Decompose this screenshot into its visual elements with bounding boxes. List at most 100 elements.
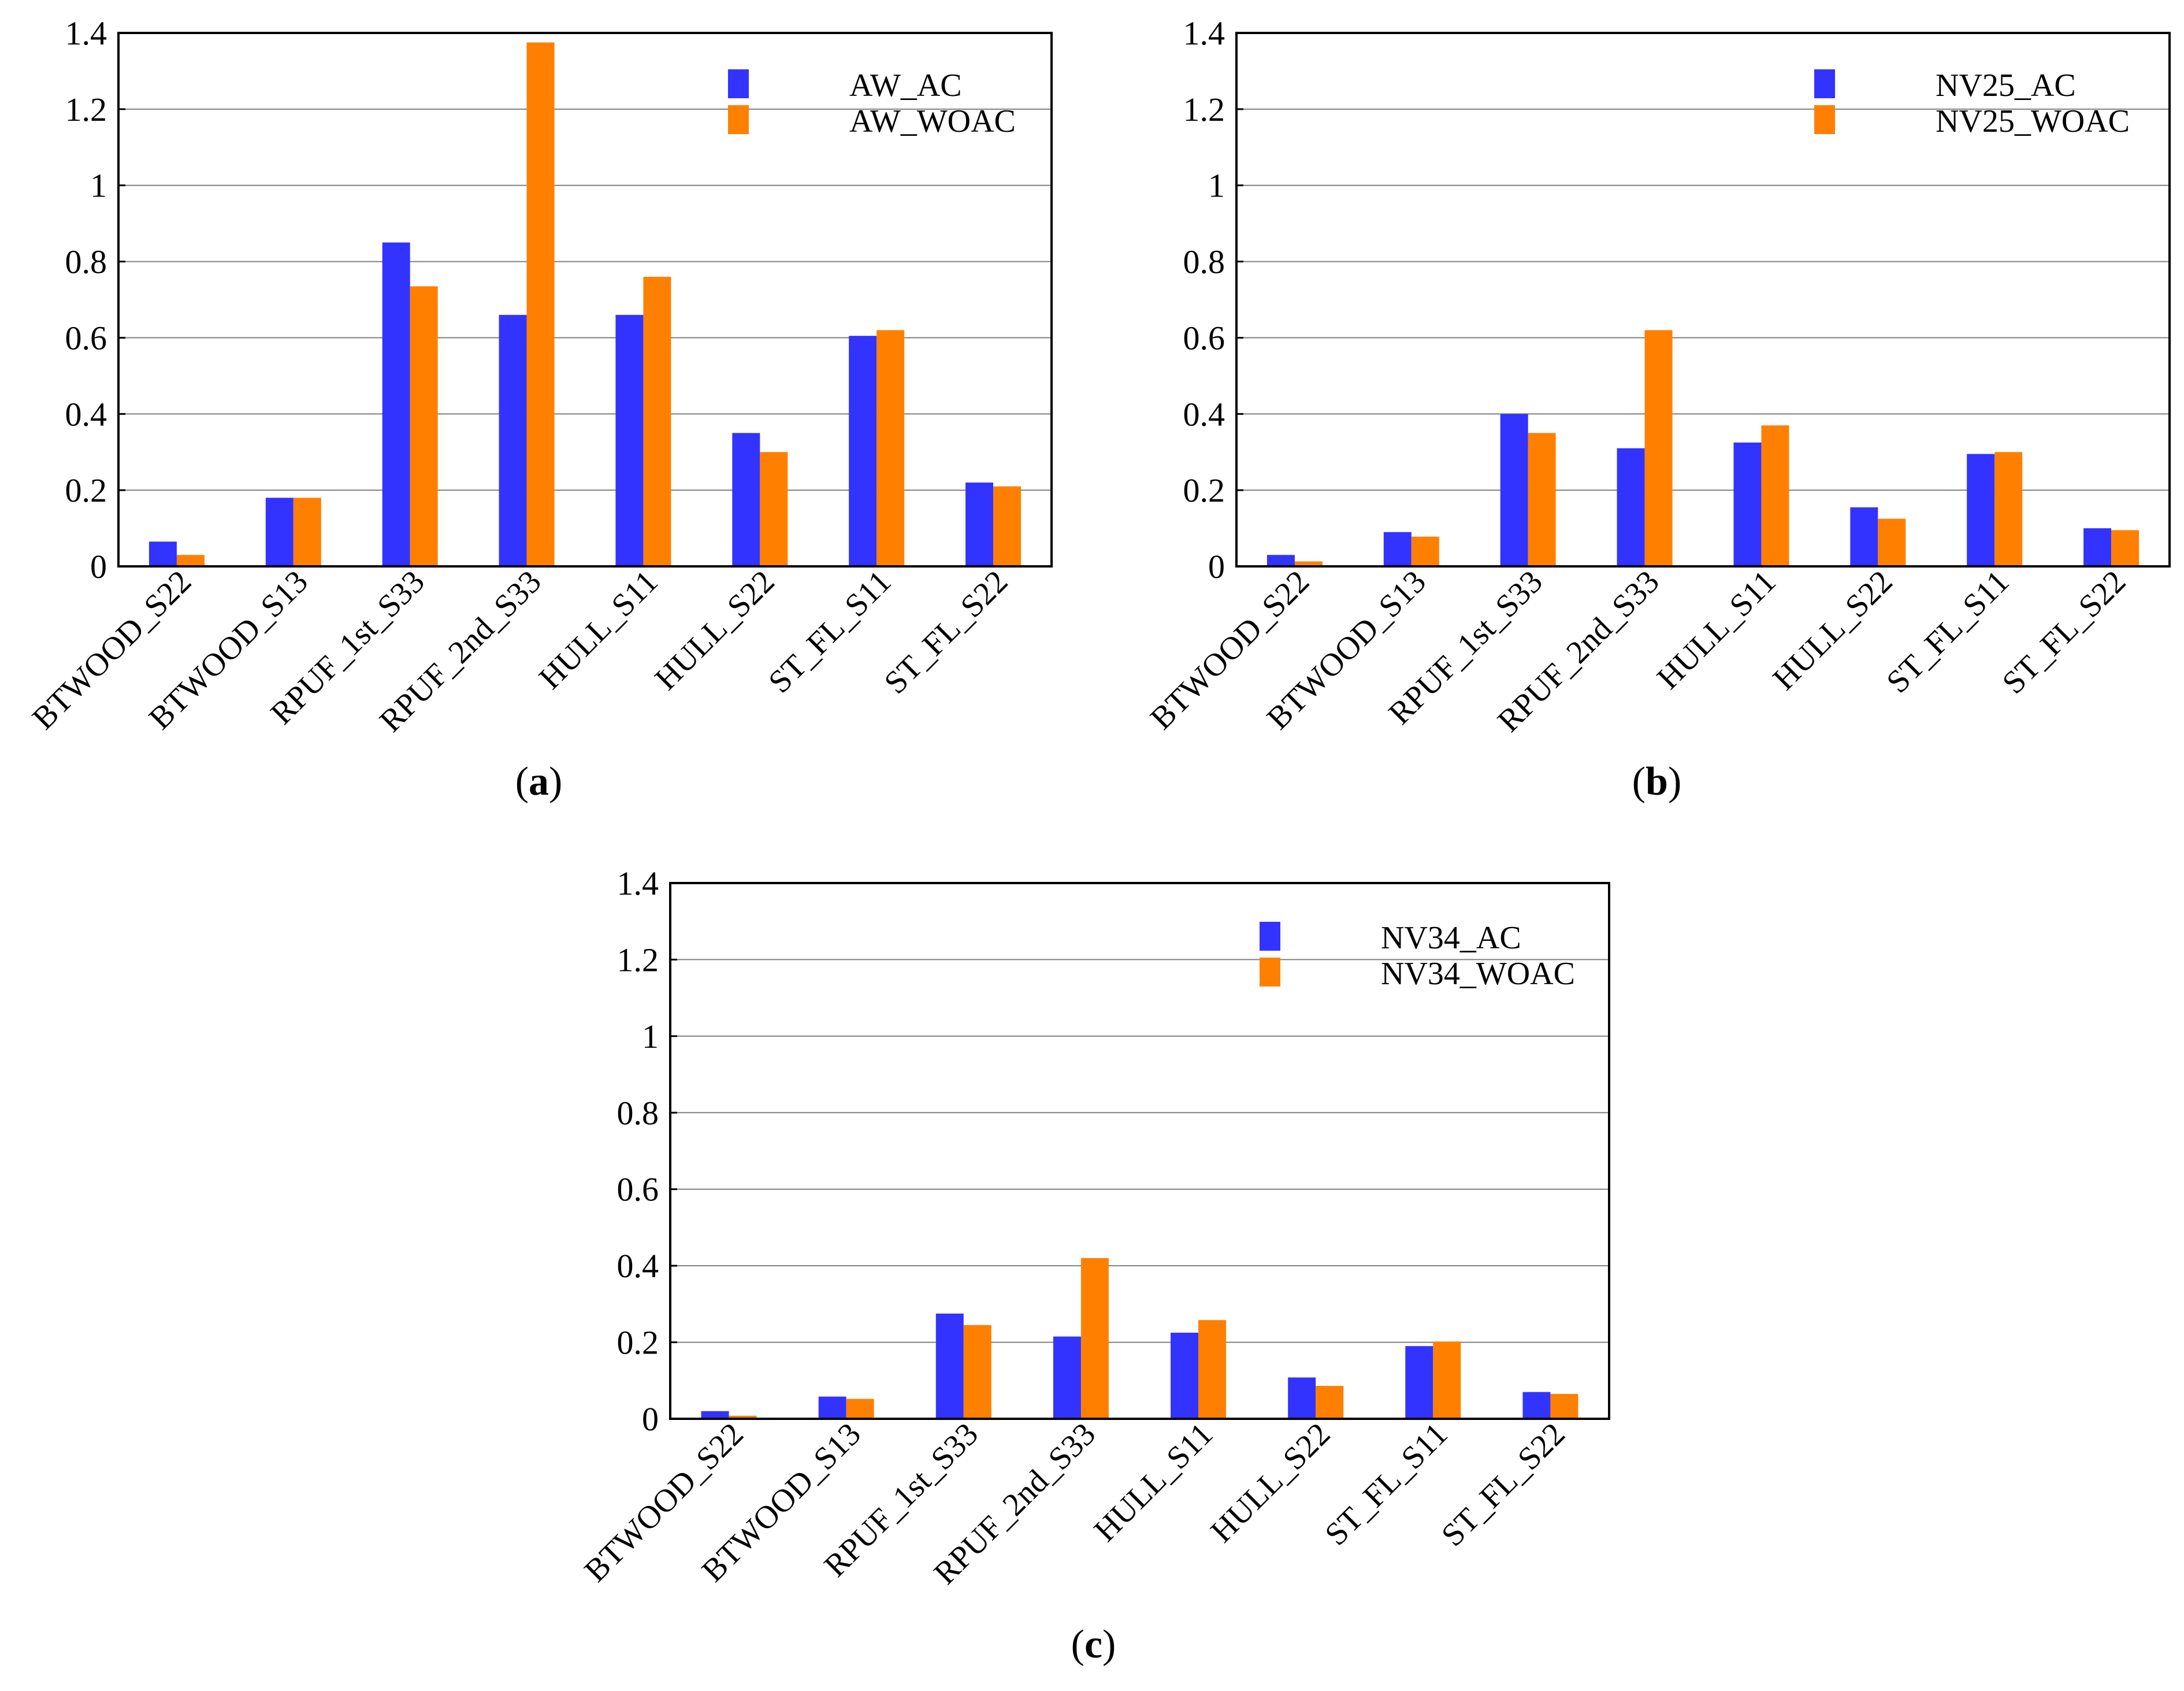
y-tick-label: 1.4: [65, 14, 107, 52]
bar: [1617, 448, 1645, 566]
y-tick-label: 0.6: [617, 1171, 659, 1208]
legend-swatch: [1814, 105, 1835, 134]
x-category-label: HULL_S11: [532, 563, 664, 696]
chart-a: 00.20.40.60.811.21.4BTWOOD_S22BTWOOD_S13…: [25, 14, 1053, 804]
y-tick-label: 0.2: [1183, 472, 1225, 509]
bar: [1522, 1392, 1551, 1419]
bar: [1383, 532, 1412, 566]
bar: [1294, 561, 1323, 566]
bar: [1433, 1341, 1461, 1419]
bar: [876, 330, 905, 566]
bar: [1316, 1386, 1344, 1419]
x-category-label: HULL_S22: [1204, 1416, 1338, 1549]
bar: [2083, 528, 2112, 566]
y-tick-label: 0.4: [1183, 395, 1225, 433]
y-tick-label: 1: [642, 1018, 659, 1055]
caption-letter: a: [529, 759, 549, 804]
bar: [760, 452, 788, 566]
legend-swatch: [1814, 69, 1835, 98]
caption-close: ): [1102, 1622, 1116, 1667]
bar: [729, 1415, 757, 1419]
bar: [965, 482, 994, 566]
bar: [643, 276, 671, 566]
caption-open: (: [1632, 759, 1646, 804]
x-category-label: ST_FL_S22: [1996, 563, 2133, 700]
y-tick-label: 1.4: [1183, 14, 1225, 52]
y-tick-label: 1: [90, 167, 107, 205]
caption-close: ): [1668, 759, 1681, 804]
legend-label: AW_AC: [849, 68, 962, 103]
legend-label: AW_WOAC: [849, 103, 1016, 139]
panel-caption: (c): [1071, 1622, 1116, 1667]
bar: [935, 1313, 964, 1419]
bar: [1198, 1320, 1227, 1419]
bar: [265, 498, 294, 566]
bar: [849, 336, 877, 566]
bar: [846, 1399, 874, 1419]
bar: [1500, 414, 1528, 566]
y-tick-label: 0.8: [65, 243, 107, 281]
caption-open: (: [1071, 1622, 1084, 1667]
bar: [1266, 555, 1295, 566]
bar: [1528, 433, 1556, 566]
legend-swatch: [1260, 922, 1280, 951]
x-category-label: ST_FL_S22: [878, 563, 1015, 700]
y-tick-label: 0: [1208, 548, 1225, 585]
bar: [1171, 1333, 1199, 1419]
bar: [410, 286, 438, 566]
bar: [993, 486, 1022, 566]
panel-caption: (b): [1632, 759, 1682, 804]
x-category-label: HULL_S22: [1766, 563, 1900, 697]
legend-label: NV25_AC: [1936, 68, 2076, 103]
bar: [2111, 530, 2140, 566]
legend-swatch: [728, 69, 749, 98]
y-tick-label: 0.4: [617, 1247, 659, 1285]
bar: [732, 433, 760, 566]
caption-open: (: [515, 759, 529, 804]
y-tick-label: 0.6: [1183, 319, 1225, 357]
bar: [963, 1325, 991, 1419]
bar: [701, 1411, 729, 1419]
x-category-label: ST_FL_S22: [1435, 1416, 1572, 1553]
y-tick-label: 0.4: [65, 395, 107, 433]
plot-frame: [117, 32, 1053, 568]
plot-frame: [669, 882, 1610, 1420]
bar: [1550, 1393, 1578, 1419]
x-category-label: ST_FL_S11: [762, 563, 898, 700]
chart-b: 00.20.40.60.811.21.4BTWOOD_S22BTWOOD_S13…: [1143, 14, 2171, 804]
bar: [1053, 1336, 1081, 1419]
x-category-label: HULL_S11: [1650, 563, 1782, 696]
bar: [499, 314, 527, 566]
bar: [382, 242, 410, 566]
x-category-label: ST_FL_S11: [1318, 1416, 1454, 1552]
bar: [1967, 454, 1995, 566]
panel-caption: (a): [515, 759, 563, 804]
legend-label: NV34_WOAC: [1381, 956, 1575, 992]
y-tick-label: 0.8: [617, 1094, 659, 1132]
y-tick-label: 0.8: [1183, 243, 1225, 281]
y-tick-label: 1: [1208, 167, 1225, 205]
bar: [818, 1396, 846, 1419]
bar: [1411, 536, 1439, 566]
bar: [1644, 330, 1673, 566]
bar: [1080, 1258, 1109, 1419]
legend-swatch: [728, 105, 749, 134]
legend-label: NV25_WOAC: [1936, 103, 2130, 139]
bar: [293, 498, 321, 566]
bar: [1288, 1377, 1316, 1419]
caption-close: ): [549, 759, 562, 804]
bar: [1761, 425, 1789, 566]
bar: [1850, 507, 1878, 566]
y-tick-label: 0.6: [65, 319, 107, 357]
caption-letter: b: [1646, 759, 1668, 804]
bar: [526, 42, 555, 567]
bar: [1405, 1346, 1433, 1419]
y-tick-label: 1.2: [617, 941, 659, 978]
y-tick-label: 1.2: [65, 91, 107, 128]
bar: [1733, 442, 1762, 566]
bar: [148, 542, 177, 566]
legend-swatch: [1260, 958, 1280, 987]
y-tick-label: 0.2: [617, 1324, 659, 1362]
x-category-label: HULL_S11: [1087, 1416, 1220, 1548]
